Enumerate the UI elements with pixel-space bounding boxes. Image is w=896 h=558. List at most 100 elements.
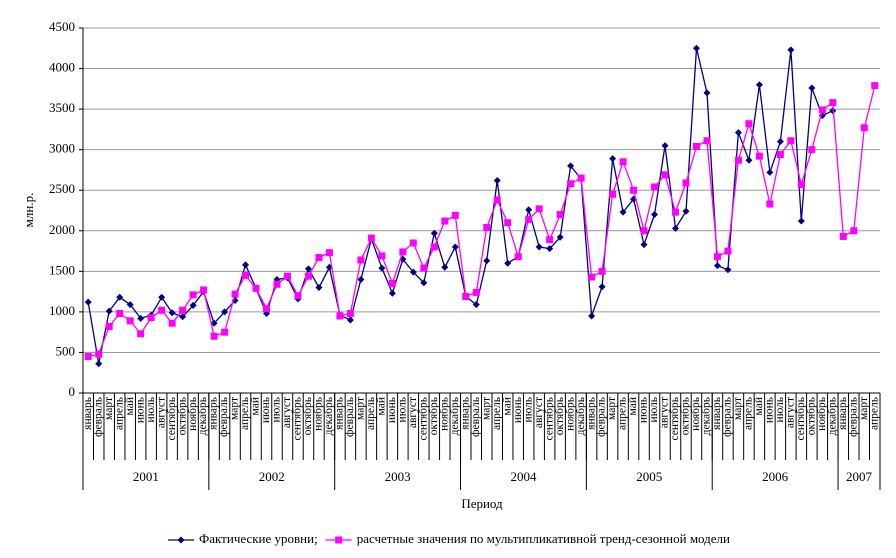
data-point	[493, 196, 501, 204]
data-point	[651, 183, 659, 191]
data-point	[315, 254, 323, 262]
x-tick-label: май	[124, 397, 136, 415]
data-point	[556, 211, 564, 219]
x-tick-label: апрель	[617, 397, 629, 430]
x-tick-label: август	[659, 397, 671, 428]
x-tick-label: январь	[82, 397, 94, 430]
x-tick-label: август	[785, 397, 797, 428]
data-point	[776, 151, 784, 159]
data-point	[661, 142, 669, 150]
data-point	[766, 168, 774, 176]
y-axis-title: млн.р.	[21, 193, 36, 228]
data-point	[210, 332, 218, 340]
x-tick-label: июнь	[638, 397, 650, 423]
data-point	[441, 263, 449, 271]
data-point	[325, 249, 333, 257]
data-point	[829, 99, 837, 107]
year-label: 2006	[762, 469, 789, 484]
x-tick-label: февраль	[470, 397, 482, 437]
y-tick-label: 2000	[49, 222, 75, 237]
x-tick-label: март	[229, 397, 241, 420]
year-label: 2001	[133, 469, 159, 484]
x-tick-label: апрель	[743, 397, 755, 430]
data-point	[734, 129, 742, 137]
data-point	[252, 284, 260, 292]
x-tick-label: июль	[145, 397, 157, 422]
x-tick-label: апрель	[868, 397, 880, 430]
legend-label: Фактические уровни;	[199, 531, 318, 546]
data-point	[221, 328, 229, 336]
data-point	[189, 291, 197, 299]
x-tick-label: февраль	[344, 397, 356, 437]
data-point	[472, 301, 480, 309]
data-point	[335, 536, 343, 544]
data-point	[808, 146, 816, 154]
data-point	[609, 155, 617, 163]
data-point	[483, 224, 491, 232]
data-point	[147, 314, 155, 322]
x-tick-label: декабрь	[323, 397, 335, 435]
x-tick-label: август	[281, 397, 293, 428]
data-point	[724, 266, 732, 274]
data-point	[703, 89, 711, 97]
x-tick-label: март	[480, 397, 492, 420]
x-tick-label: октябрь	[680, 397, 692, 435]
x-axis-title: Период	[461, 496, 503, 511]
year-label: 2002	[259, 469, 285, 484]
data-point	[850, 227, 858, 235]
data-point	[535, 205, 543, 213]
data-point	[462, 292, 470, 300]
data-point	[755, 81, 763, 89]
data-point	[808, 84, 816, 92]
x-tick-label: июнь	[260, 397, 272, 423]
x-tick-label: сентябрь	[417, 397, 429, 441]
x-tick-label: май	[627, 397, 639, 415]
data-point	[672, 224, 680, 232]
data-point	[189, 301, 197, 309]
data-point	[84, 298, 92, 306]
data-point	[713, 262, 721, 270]
data-point	[116, 293, 124, 301]
data-point	[179, 306, 187, 314]
data-point	[797, 181, 805, 189]
x-tick-label: сентябрь	[543, 397, 555, 441]
year-label: 2003	[385, 469, 411, 484]
data-point	[430, 243, 438, 251]
data-point	[95, 360, 103, 368]
y-tick-label: 1500	[49, 262, 75, 277]
data-point	[283, 272, 291, 280]
x-tick-label: март	[355, 397, 367, 420]
data-point	[168, 309, 176, 317]
data-point	[630, 186, 638, 194]
data-point	[724, 247, 732, 255]
y-tick-label: 2500	[49, 181, 75, 196]
data-point	[346, 316, 354, 324]
x-tick-label: июнь	[134, 397, 146, 423]
x-tick-label: декабрь	[575, 397, 587, 435]
data-point	[137, 330, 145, 338]
data-point	[177, 536, 185, 544]
data-point	[116, 310, 124, 318]
data-point	[619, 158, 627, 166]
data-point	[588, 273, 596, 281]
data-point	[797, 217, 805, 225]
x-tick-label: июнь	[512, 397, 524, 423]
data-point	[388, 289, 396, 297]
x-tick-label: февраль	[218, 397, 230, 437]
data-point	[703, 137, 711, 145]
data-point	[504, 219, 512, 227]
data-point	[378, 252, 386, 260]
data-point	[839, 232, 847, 240]
data-point	[126, 301, 134, 309]
x-tick-label: июль	[774, 397, 786, 422]
x-tick-label: апрель	[491, 397, 503, 430]
data-point	[619, 208, 627, 216]
data-point	[672, 208, 680, 216]
data-point	[692, 142, 700, 150]
data-point	[200, 286, 208, 294]
data-point	[567, 162, 575, 170]
data-point	[357, 275, 365, 283]
y-tick-label: 1000	[49, 303, 75, 318]
x-tick-label: ноябрь	[816, 397, 828, 431]
x-tick-label: август	[407, 397, 419, 428]
